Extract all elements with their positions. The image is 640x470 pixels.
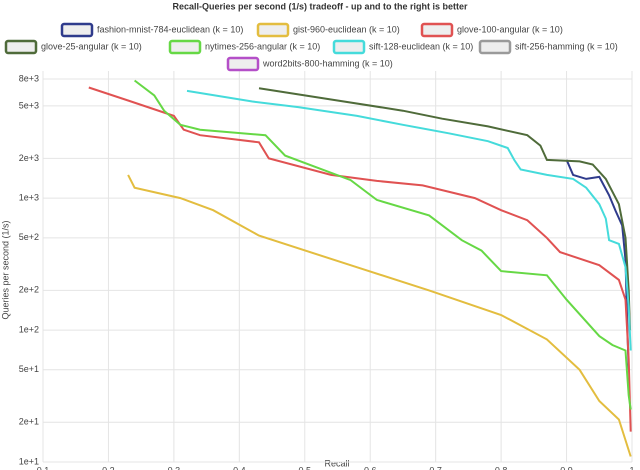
x-tick-label: 0.4 [233,465,246,470]
y-tick-label: 5e+1 [19,364,39,374]
y-tick-label: 2e+2 [19,285,39,295]
y-axis-label: Queries per second (1/s) [0,220,10,319]
legend-label: sift-128-euclidean (k = 10) [369,41,473,51]
series-line [186,89,632,351]
series-line [133,79,632,410]
legend-label: nytimes-256-angular (k = 10) [205,41,320,51]
y-tick-label: 5e+3 [19,100,39,110]
legend-label: glove-25-angular (k = 10) [41,41,142,51]
legend-swatch [4,39,38,55]
x-tick-label: 0.2 [102,465,115,470]
x-tick-label: 0.1 [37,465,50,470]
x-tick-label: 1 [629,465,634,470]
series-line [88,86,632,432]
legend-label: gist-960-euclidean (k = 10) [293,24,400,34]
x-tick-label: 0.7 [429,465,442,470]
x-tick-label: 0.9 [560,465,573,470]
x-tick-label: 0.6 [364,465,377,470]
series-line [258,87,631,331]
legend-label: word2bits-800-hamming (k = 10) [262,58,393,68]
x-tick-label: 0.8 [495,465,508,470]
legend-swatch [332,39,366,55]
y-tick-label: 1e+3 [19,193,39,203]
legend-swatch [256,22,290,38]
y-tick-label: 1e+2 [19,324,39,334]
legend-swatch [478,39,512,55]
legend-label: glove-100-angular (k = 10) [457,24,563,34]
y-tick-label: 2e+1 [19,417,39,427]
y-tick-label: 5e+2 [19,232,39,242]
legend-swatch [168,39,202,55]
x-tick-label: 0.3 [168,465,181,470]
chart-title: Recall-Queries per second (1/s) tradeoff… [172,1,468,11]
legend-swatch [60,22,94,38]
y-tick-label: 2e+3 [19,153,39,163]
series-line [565,159,630,370]
x-axis-label: Recall [324,458,349,468]
y-tick-label: 1e+1 [19,456,39,466]
legend-swatch [420,22,454,38]
y-tick-label: 8e+3 [19,73,39,83]
x-tick-label: 0.5 [299,465,312,470]
legend-label: sift-256-hamming (k = 10) [515,41,618,51]
legend-label: fashion-mnist-784-euclidean (k = 10) [97,24,243,34]
series-line [127,174,632,457]
legend-swatch [226,56,260,72]
